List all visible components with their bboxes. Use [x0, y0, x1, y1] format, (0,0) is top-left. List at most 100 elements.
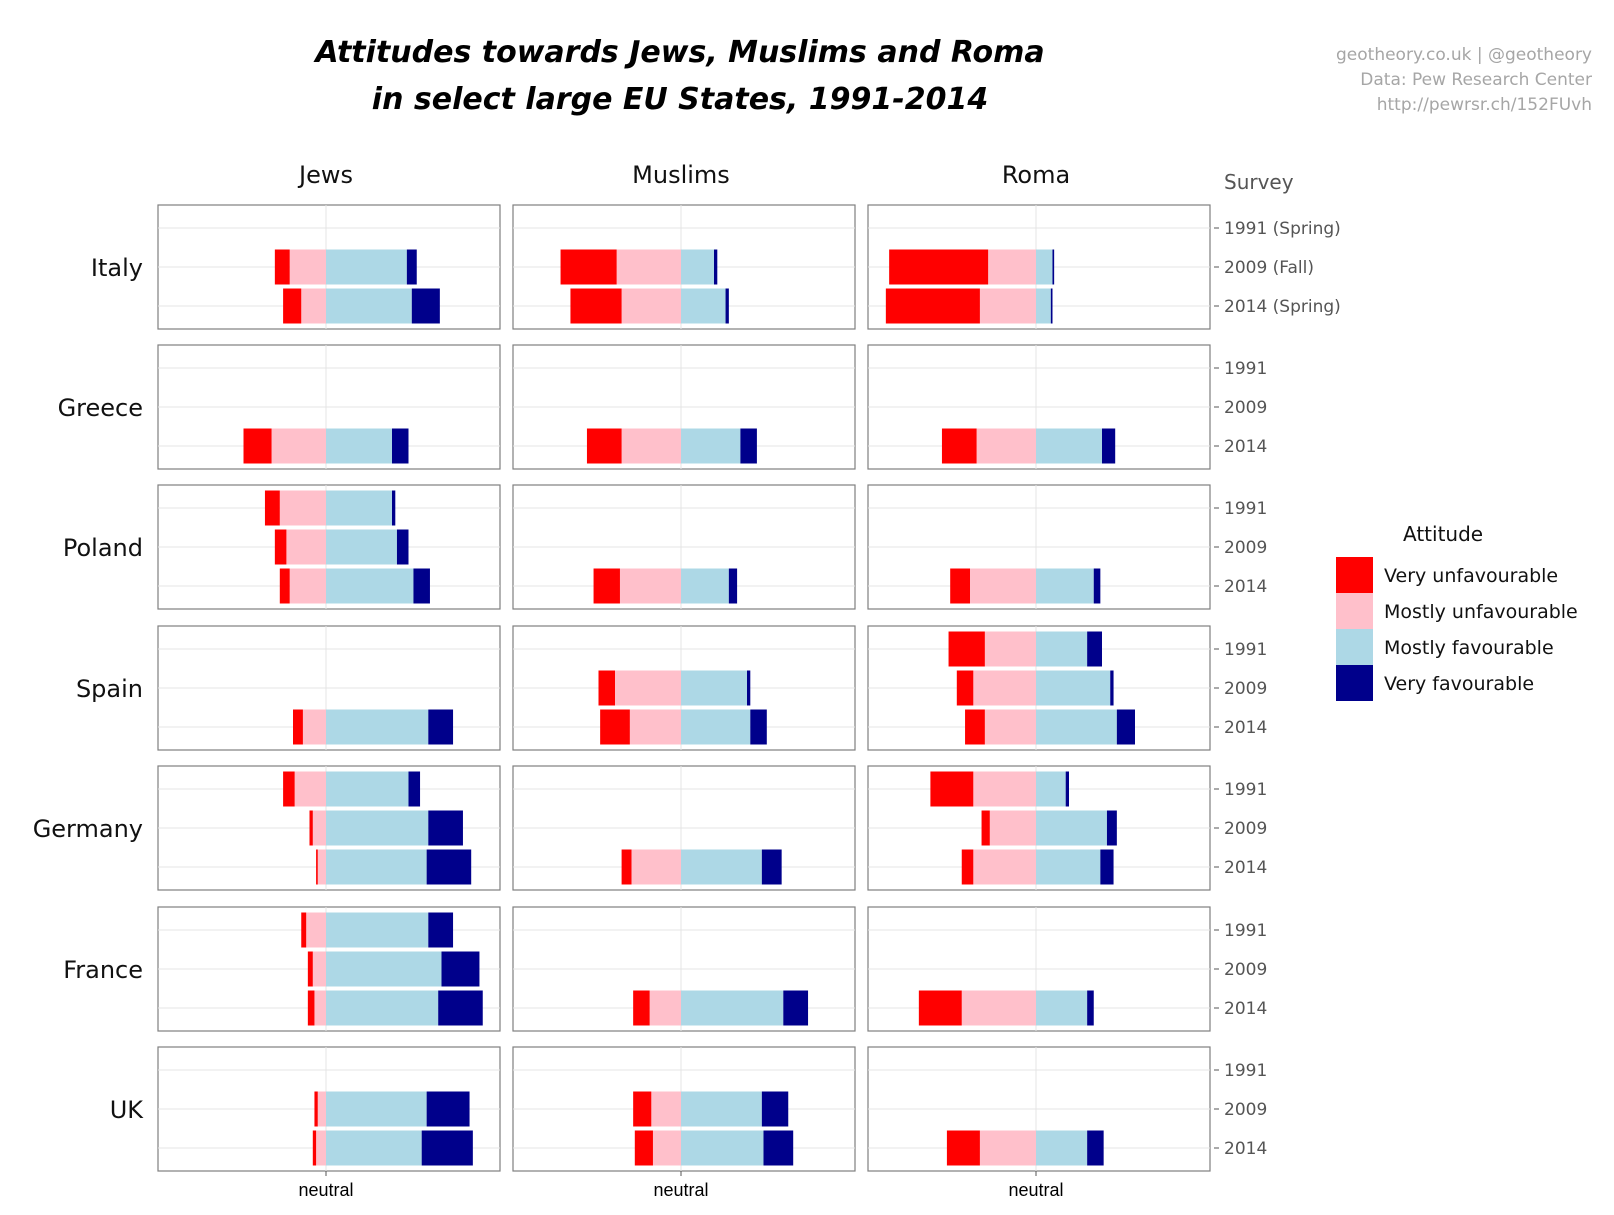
bar-mostly-favourable	[1036, 1130, 1088, 1166]
bar-mostly-unfavourable	[615, 670, 681, 706]
panel-germany-jews	[157, 765, 501, 891]
panel-france-roma	[867, 906, 1211, 1032]
bar-mostly-favourable	[326, 951, 442, 987]
bar-very-unfavourable	[312, 1130, 317, 1166]
bar-mostly-unfavourable	[629, 709, 681, 745]
panel-italy-muslims	[512, 204, 856, 330]
bar-very-favourable	[428, 810, 463, 846]
bar-mostly-unfavourable	[621, 288, 681, 324]
bar-very-unfavourable	[633, 990, 650, 1026]
bar-mostly-unfavourable	[314, 990, 326, 1026]
bar-very-unfavourable	[314, 1091, 318, 1127]
x-tick-label-neutral: neutral	[653, 1180, 708, 1200]
bar-very-unfavourable	[279, 568, 290, 604]
year-tick-label: 2009	[1224, 538, 1267, 558]
bar-very-unfavourable	[243, 428, 272, 464]
column-header-roma: Roma	[1002, 161, 1070, 189]
bar-mostly-unfavourable	[289, 249, 326, 285]
bar-mostly-unfavourable	[312, 810, 326, 846]
legend-label-very-favourable: Very favourable	[1384, 673, 1534, 695]
year-tick-label: 1991 (Spring)	[1224, 219, 1341, 239]
panel-germany-muslims	[512, 765, 856, 891]
panel-uk-muslims	[512, 1046, 856, 1172]
year-tick-label: 2014	[1224, 437, 1267, 457]
bar-mostly-favourable	[326, 288, 412, 324]
bar-very-unfavourable	[633, 1091, 652, 1127]
bar-very-unfavourable	[586, 428, 622, 464]
legend-swatch-mostly-favourable	[1336, 629, 1373, 665]
panel-uk-jews	[157, 1046, 501, 1172]
bar-very-favourable	[1052, 249, 1055, 285]
bar-mostly-favourable	[681, 288, 726, 324]
bar-mostly-favourable	[1036, 670, 1111, 706]
bar-very-favourable	[413, 568, 430, 604]
row-label-italy: Italy	[91, 254, 143, 282]
bar-mostly-favourable	[326, 990, 439, 1026]
bar-mostly-favourable	[326, 810, 429, 846]
credit-url: http://pewrsr.ch/152FUvh	[1377, 95, 1592, 115]
panel-poland-roma	[867, 484, 1211, 610]
bar-mostly-unfavourable	[984, 709, 1036, 745]
bar-very-unfavourable	[283, 771, 295, 807]
bar-mostly-favourable	[681, 428, 741, 464]
bar-very-favourable	[1087, 990, 1094, 1026]
panel-spain-jews	[157, 625, 501, 751]
legend-label-mostly-favourable: Mostly favourable	[1384, 637, 1554, 659]
bar-very-favourable	[1050, 288, 1053, 324]
bar-very-unfavourable	[930, 771, 974, 807]
bar-mostly-unfavourable	[988, 249, 1036, 285]
bar-mostly-unfavourable	[317, 849, 326, 885]
bar-mostly-unfavourable	[979, 288, 1036, 324]
bar-very-unfavourable	[981, 810, 990, 846]
bar-very-unfavourable	[941, 428, 977, 464]
bar-very-favourable	[728, 568, 738, 604]
year-tick-label: 1991	[1224, 640, 1267, 660]
bar-very-favourable	[747, 670, 751, 706]
bar-mostly-favourable	[326, 529, 397, 565]
year-tick-label: 1991	[1224, 780, 1267, 800]
row-label-poland: Poland	[63, 534, 143, 562]
bar-very-unfavourable	[885, 288, 980, 324]
bar-mostly-favourable	[1036, 249, 1053, 285]
bar-mostly-favourable	[1036, 771, 1066, 807]
bar-mostly-unfavourable	[312, 951, 326, 987]
bar-very-favourable	[725, 288, 729, 324]
bar-very-favourable	[1087, 631, 1102, 667]
bar-mostly-unfavourable	[301, 288, 326, 324]
bar-very-favourable	[783, 990, 809, 1026]
bar-very-favourable	[1106, 810, 1117, 846]
bar-very-unfavourable	[274, 529, 287, 565]
bar-very-unfavourable	[946, 1130, 980, 1166]
bar-mostly-favourable	[1036, 428, 1102, 464]
bar-very-unfavourable	[593, 568, 620, 604]
row-label-france: France	[63, 956, 143, 984]
bar-very-favourable	[392, 490, 396, 526]
bar-mostly-favourable	[681, 249, 714, 285]
bar-very-favourable	[428, 912, 454, 948]
bar-very-unfavourable	[634, 1130, 653, 1166]
bar-very-favourable	[1116, 709, 1135, 745]
panel-poland-muslims	[512, 484, 856, 610]
bar-very-favourable	[426, 1091, 470, 1127]
bar-very-unfavourable	[950, 568, 970, 604]
panel-germany-roma	[867, 765, 1211, 891]
bar-very-favourable	[1065, 771, 1069, 807]
bar-very-unfavourable	[961, 849, 974, 885]
panel-spain-muslims	[512, 625, 856, 751]
bar-mostly-unfavourable	[317, 1091, 326, 1127]
bar-very-unfavourable	[301, 912, 307, 948]
bar-very-unfavourable	[598, 670, 615, 706]
bar-very-favourable	[411, 288, 440, 324]
bar-very-favourable	[408, 771, 421, 807]
bar-mostly-unfavourable	[306, 912, 326, 948]
panel-greece-roma	[867, 344, 1211, 470]
legend: Attitude Very unfavourable Mostly unfavour…	[1336, 522, 1578, 701]
bar-mostly-unfavourable	[989, 810, 1036, 846]
bar-mostly-unfavourable	[979, 1130, 1036, 1166]
bar-mostly-favourable	[326, 1130, 422, 1166]
year-tick-label: 2009 (Fall)	[1224, 258, 1314, 278]
year-tick-label: 2009	[1224, 819, 1267, 839]
panel-italy-jews	[157, 204, 501, 330]
legend-swatch-very-favourable	[1336, 665, 1373, 701]
